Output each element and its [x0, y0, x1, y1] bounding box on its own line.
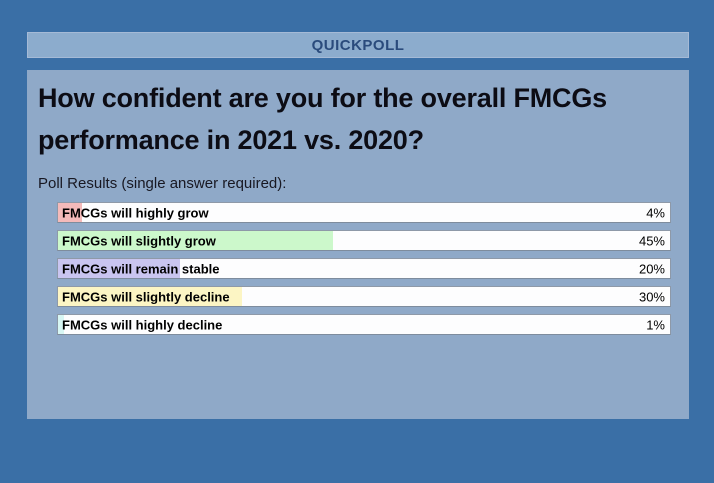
poll-question-line-1: How confident are you for the overall FM… [38, 83, 607, 113]
option-percent: 1% [646, 317, 665, 332]
poll-option-row[interactable]: FMCGs will slightly decline 30% [57, 286, 671, 307]
quickpoll-title: QUICKPOLL [311, 36, 405, 54]
result-fill-bar [58, 287, 242, 306]
poll-option-row[interactable]: FMCGs will highly decline 1% [57, 314, 671, 335]
poll-option-row[interactable]: FMCGs will remain stable 20% [57, 258, 671, 279]
option-label: FMCGs will slightly grow [62, 233, 216, 248]
option-label: FMCGs will slightly decline [62, 289, 230, 304]
option-percent: 30% [638, 289, 665, 304]
option-percent: 4% [646, 205, 665, 220]
result-fill-bar [58, 203, 83, 222]
poll-options-list: FMCGs will highly grow 4% FMCGs will sli… [57, 202, 671, 342]
option-label: FMCGs will remain stable [62, 261, 220, 276]
poll-question-line-2: performance in 2021 vs. 2020? [38, 125, 424, 155]
poll-option-row[interactable]: FMCGs will slightly grow 45% [57, 230, 671, 251]
result-fill-bar [58, 259, 181, 278]
option-percent: 45% [638, 233, 665, 248]
poll-option-row[interactable]: FMCGs will highly grow 4% [57, 202, 671, 223]
quickpoll-header-bar: QUICKPOLL [27, 32, 689, 58]
poll-results-label: Poll Results (single answer required): [38, 175, 287, 192]
poll-question: How confident are you for the overall FM… [38, 77, 673, 161]
poll-panel: How confident are you for the overall FM… [27, 70, 689, 419]
result-fill-bar [58, 315, 65, 334]
option-label: FMCGs will highly decline [62, 317, 223, 332]
option-percent: 20% [638, 261, 665, 276]
result-fill-bar [58, 231, 334, 250]
option-label: FMCGs will highly grow [62, 205, 209, 220]
